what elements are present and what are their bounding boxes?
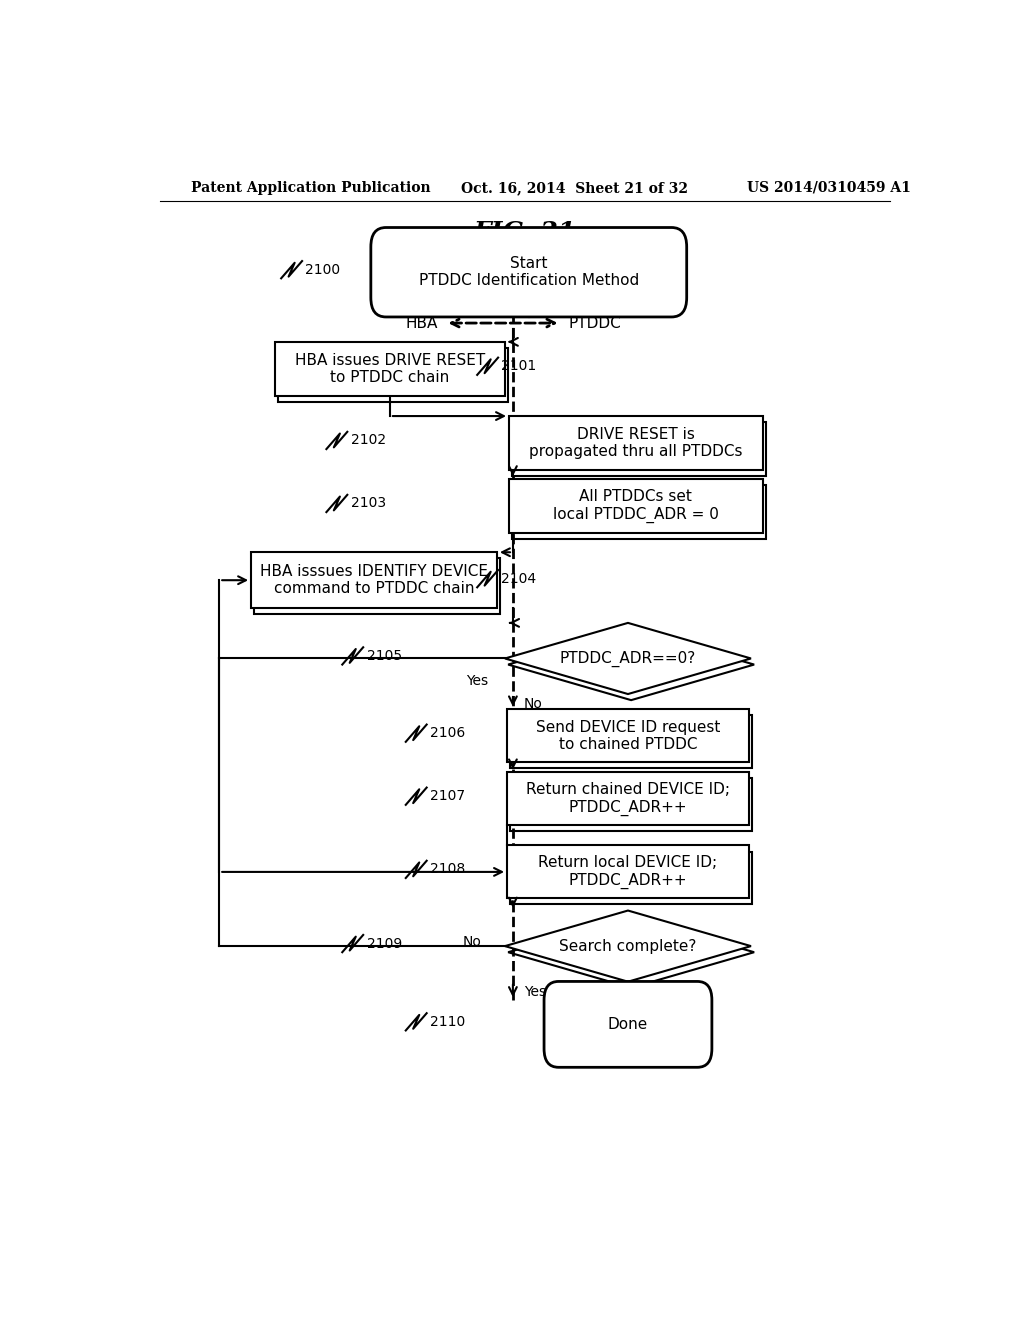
Text: PTDDC: PTDDC bbox=[568, 315, 622, 330]
Text: HBA issues DRIVE RESET
to PTDDC chain: HBA issues DRIVE RESET to PTDDC chain bbox=[295, 352, 485, 385]
Bar bbox=[274, 342, 505, 396]
Bar bbox=[512, 422, 766, 477]
Text: US 2014/0310459 A1: US 2014/0310459 A1 bbox=[748, 181, 911, 195]
Text: Search complete?: Search complete? bbox=[559, 939, 696, 953]
Bar bbox=[251, 552, 497, 609]
Text: Send DEVICE ID request
to chained PTDDC: Send DEVICE ID request to chained PTDDC bbox=[536, 719, 720, 752]
Text: Done: Done bbox=[608, 1016, 648, 1032]
Text: 2105: 2105 bbox=[367, 649, 401, 663]
Text: 2108: 2108 bbox=[430, 862, 465, 876]
Text: 2109: 2109 bbox=[367, 937, 401, 950]
Text: 2101: 2101 bbox=[502, 359, 537, 374]
Bar bbox=[507, 772, 749, 825]
Text: 2110: 2110 bbox=[430, 1015, 465, 1028]
Bar bbox=[512, 486, 766, 539]
Text: 2106: 2106 bbox=[430, 726, 465, 741]
Text: Oct. 16, 2014  Sheet 21 of 32: Oct. 16, 2014 Sheet 21 of 32 bbox=[461, 181, 688, 195]
FancyBboxPatch shape bbox=[371, 227, 687, 317]
Text: Patent Application Publication: Patent Application Publication bbox=[191, 181, 431, 195]
Text: DRIVE RESET is
propagated thru all PTDDCs: DRIVE RESET is propagated thru all PTDDC… bbox=[529, 426, 742, 459]
Text: FIG. 21: FIG. 21 bbox=[474, 219, 575, 244]
Bar bbox=[509, 479, 763, 533]
Bar bbox=[509, 416, 763, 470]
Text: All PTDDCs set
local PTDDC_ADR = 0: All PTDDCs set local PTDDC_ADR = 0 bbox=[553, 490, 719, 523]
Text: 2100: 2100 bbox=[305, 263, 341, 277]
Text: Start
PTDDC Identification Method: Start PTDDC Identification Method bbox=[419, 256, 639, 289]
Text: Yes: Yes bbox=[466, 673, 488, 688]
Polygon shape bbox=[505, 911, 751, 982]
Text: No: No bbox=[524, 697, 543, 711]
Text: 2107: 2107 bbox=[430, 789, 465, 803]
Text: 2102: 2102 bbox=[350, 433, 386, 447]
Text: Yes: Yes bbox=[524, 985, 546, 999]
FancyBboxPatch shape bbox=[544, 982, 712, 1068]
Text: HBA: HBA bbox=[406, 315, 437, 330]
Bar bbox=[510, 851, 753, 904]
Text: 2104: 2104 bbox=[502, 572, 537, 586]
Text: Return chained DEVICE ID;
PTDDC_ADR++: Return chained DEVICE ID; PTDDC_ADR++ bbox=[526, 781, 730, 816]
Bar bbox=[507, 846, 749, 899]
Bar bbox=[254, 558, 500, 614]
Text: No: No bbox=[462, 935, 481, 949]
Polygon shape bbox=[505, 623, 751, 694]
Text: HBA isssues IDENTIFY DEVICE
command to PTDDC chain: HBA isssues IDENTIFY DEVICE command to P… bbox=[260, 564, 488, 597]
Bar bbox=[507, 709, 749, 762]
Bar bbox=[510, 779, 753, 832]
Bar bbox=[510, 715, 753, 768]
Bar bbox=[278, 348, 508, 401]
Text: Return local DEVICE ID;
PTDDC_ADR++: Return local DEVICE ID; PTDDC_ADR++ bbox=[539, 855, 718, 888]
Text: PTDDC_ADR==0?: PTDDC_ADR==0? bbox=[560, 651, 696, 667]
Text: 2103: 2103 bbox=[350, 496, 386, 511]
